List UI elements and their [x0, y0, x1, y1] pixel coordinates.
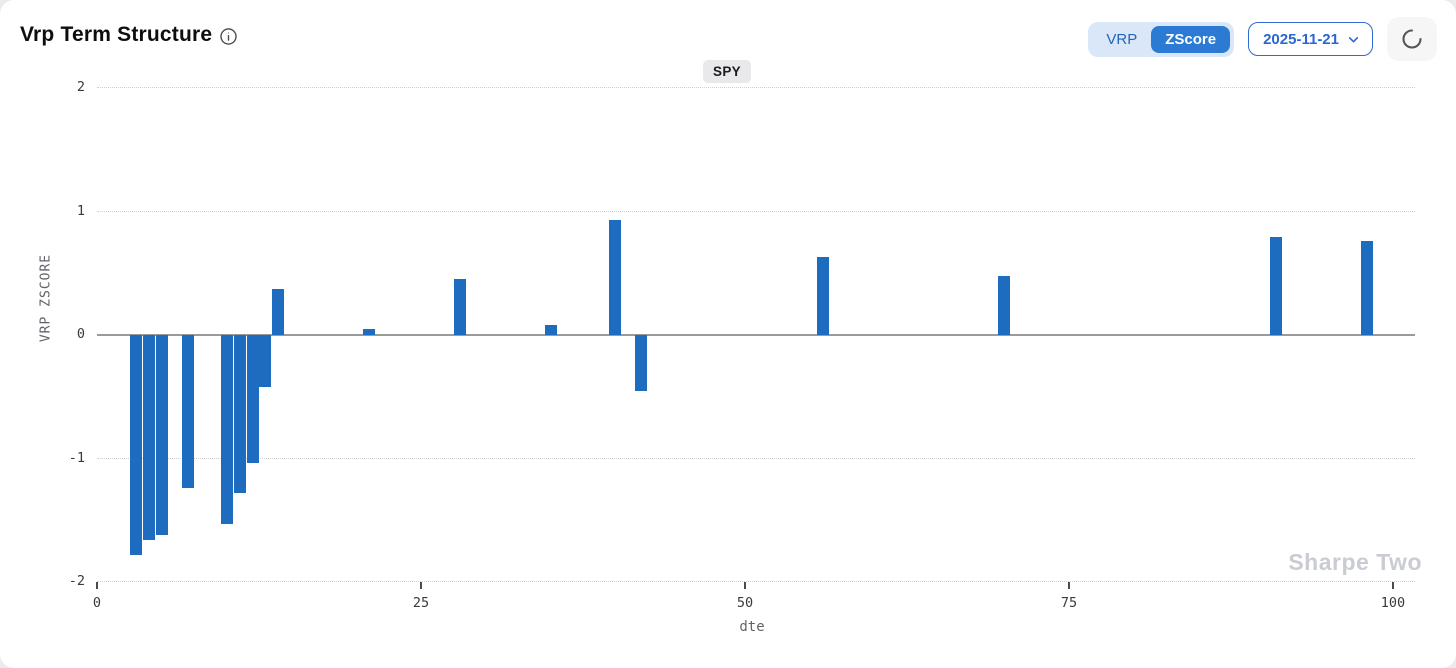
y-tick-label-2: 2: [76, 79, 85, 95]
watermark: Sharpe Two: [1288, 549, 1422, 575]
bar-dte-5: [155, 335, 168, 536]
x-tick-mark-100: [1392, 582, 1394, 589]
bar-dte-40: [609, 220, 622, 335]
bar-dte-4: [142, 335, 155, 540]
toggle-zscore-button[interactable]: ZScore: [1151, 25, 1231, 53]
refresh-spinner-icon: [1400, 27, 1424, 51]
bar-dte-11: [233, 335, 246, 494]
gridline-y--1: [97, 457, 1415, 459]
x-tick-label-25: 25: [412, 595, 430, 611]
bar-dte-7: [181, 335, 194, 489]
bar-dte-14: [272, 289, 285, 335]
bar-dte-91: [1270, 237, 1283, 335]
bar-dte-12: [246, 335, 259, 464]
header: Vrp Term Structure VRP ZScore 2025-11-21: [0, 0, 1456, 61]
bar-dte-98: [1361, 241, 1374, 335]
zero-line: [97, 334, 1415, 336]
metric-toggle: VRP ZScore: [1088, 21, 1235, 57]
x-tick-mark-50: [744, 582, 746, 589]
gridline-y-1: [97, 210, 1415, 212]
gridline-y--2: [97, 581, 1415, 583]
bar-dte-28: [453, 279, 466, 335]
bar-dte-42: [635, 335, 648, 391]
x-tick-mark-75: [1068, 582, 1070, 589]
x-tick-label-100: 100: [1380, 595, 1406, 611]
date-dropdown-value: 2025-11-21: [1263, 30, 1339, 48]
y-tick-label--1: -1: [68, 449, 85, 466]
x-axis-title: dte: [739, 619, 765, 635]
bar-dte-21: [363, 328, 376, 335]
page-title: Vrp Term Structure: [20, 23, 213, 46]
info-icon[interactable]: [219, 27, 238, 46]
chevron-down-icon: [1347, 33, 1360, 46]
toggle-vrp-button[interactable]: VRP: [1092, 26, 1151, 53]
y-tick-label-0: 0: [76, 326, 85, 342]
bar-dte-56: [816, 257, 829, 335]
bar-dte-3: [129, 335, 142, 555]
date-dropdown[interactable]: 2025-11-21: [1248, 22, 1373, 56]
x-tick-label-0: 0: [92, 595, 102, 611]
header-controls: VRP ZScore 2025-11-21: [1088, 17, 1437, 61]
bar-dte-10: [220, 335, 233, 524]
y-tick-label-1: 1: [76, 202, 85, 219]
gridline-y-2: [97, 87, 1415, 89]
bar-dte-35: [544, 325, 557, 335]
x-tick-label-50: 50: [736, 595, 754, 611]
facet-label-badge: SPY: [703, 60, 751, 83]
refresh-button[interactable]: [1387, 17, 1437, 61]
bar-dte-70: [998, 275, 1011, 335]
bar-dte-13: [259, 335, 272, 387]
x-tick-mark-0: [96, 582, 98, 589]
x-tick-mark-25: [420, 582, 422, 589]
x-tick-label-75: 75: [1060, 595, 1078, 611]
y-tick-label--2: -2: [68, 573, 85, 589]
